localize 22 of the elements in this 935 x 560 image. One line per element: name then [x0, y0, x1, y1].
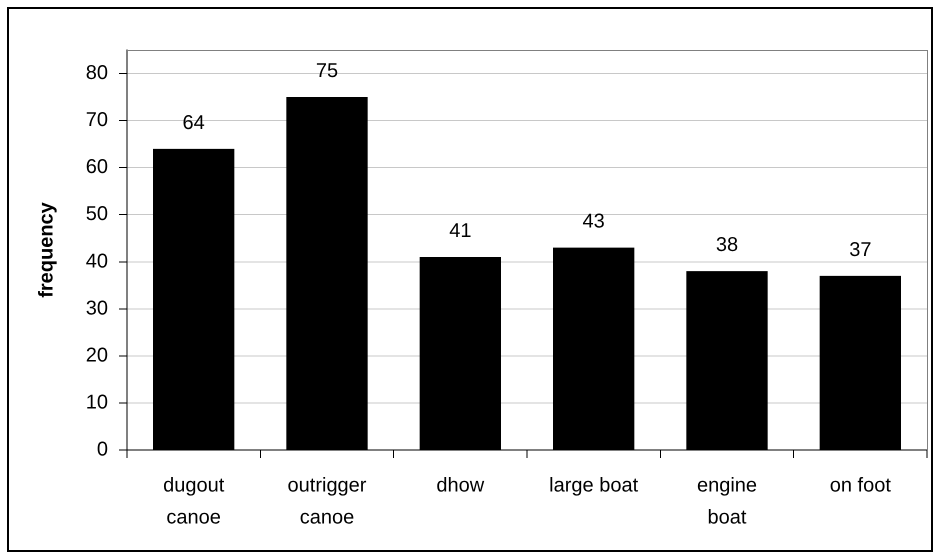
x-tick-label: on foot: [830, 474, 892, 497]
y-tick-label: 0: [96, 438, 108, 461]
y-axis-title: frequency: [36, 201, 58, 298]
y-tick-label: 50: [86, 203, 108, 226]
data-label: 38: [716, 234, 738, 256]
data-label: 43: [582, 210, 605, 233]
data-label: 41: [449, 220, 472, 242]
data-label: 64: [182, 112, 205, 134]
y-tick-label: 60: [86, 156, 108, 178]
data-label: 37: [849, 238, 872, 261]
y-tick-label: 30: [86, 297, 108, 320]
y-tick-label: 10: [86, 391, 108, 414]
y-tick-label: 40: [86, 250, 108, 272]
x-tick-label: engine boat: [696, 474, 758, 529]
y-tick-label: 70: [86, 109, 108, 132]
x-tick-label: large boat: [549, 474, 639, 497]
y-tick-label: 80: [86, 62, 108, 84]
y-tick-label: 20: [86, 344, 108, 366]
x-tick-label: dugout canoe: [163, 474, 225, 529]
x-tick-label: dhow: [436, 474, 485, 497]
x-tick-label: outrigger canoe: [288, 474, 367, 529]
data-label: 75: [316, 60, 338, 82]
